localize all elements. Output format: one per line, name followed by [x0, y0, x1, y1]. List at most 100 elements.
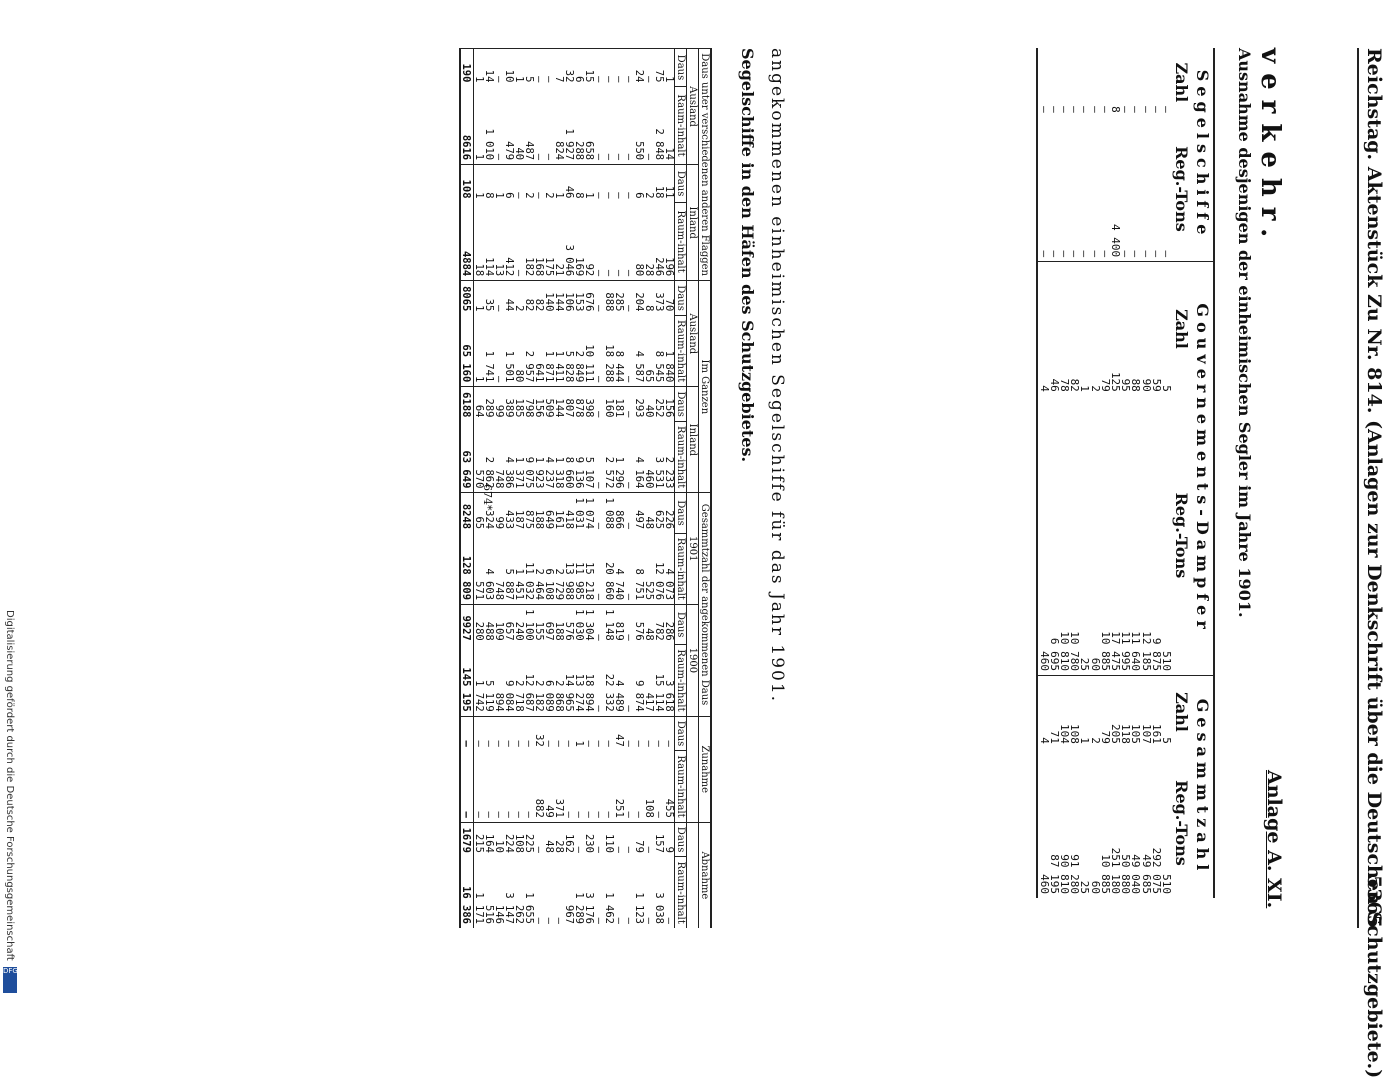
table-cell: 9 075	[523, 456, 535, 489]
table-cell: 48	[543, 822, 555, 857]
table-cell: —	[533, 48, 545, 87]
table-cell: 46	[563, 164, 575, 203]
table-cell: 12 687	[523, 673, 535, 712]
table-cell: 64	[473, 386, 485, 422]
table-cell: 140	[543, 280, 555, 316]
table-cell: 1 171	[473, 892, 485, 924]
table-cell: 2 848	[653, 128, 665, 161]
table-cell: 32	[533, 716, 545, 751]
table-cell: 156	[663, 386, 675, 422]
table-row: 75 2 848 18 246 373 8 545 252 3 531 625 12 076 782…	[653, 48, 665, 929]
table-cell: —	[553, 917, 565, 924]
table-cell: —	[1037, 106, 1051, 113]
sub-header-empty	[686, 822, 699, 928]
table-cell: 18 288	[603, 344, 615, 383]
table-cell: 819	[613, 604, 625, 645]
table-row: 1 14 11 196 70 1 840 156 2 233 226 4 073 286 3 618 —…	[663, 48, 675, 929]
table-cell: —	[533, 917, 545, 924]
table-cell: 289	[483, 386, 495, 422]
table-cell: 888	[603, 280, 615, 316]
table-cell: 188	[533, 492, 545, 534]
table-cell: 108	[643, 798, 655, 818]
page-header: Reichstag. Aktenstück Zu Nr. 814. (Anlag…	[1363, 48, 1385, 1078]
table-cell: 20 860	[603, 562, 615, 601]
col-header: Daus	[674, 716, 687, 751]
table-cell: —	[1139, 250, 1153, 258]
table-cell: 82	[523, 280, 535, 316]
table-row: — —95 11 995 118 50 880	[1119, 48, 1132, 898]
table-cell: —	[663, 716, 675, 751]
table-cell: 1 030	[573, 604, 585, 645]
table-cell: 125	[1109, 261, 1122, 396]
table-cell: 40	[643, 386, 655, 422]
table-cell: 1 296	[613, 456, 625, 489]
table-cell: 5	[1160, 261, 1173, 396]
table-cell: —	[593, 153, 605, 161]
table-cell: —	[623, 48, 635, 87]
table-cell: —	[493, 716, 505, 751]
group-header-total: Im Ganzen	[698, 280, 711, 493]
table-cell: —	[623, 164, 635, 203]
table-cell: 516	[483, 905, 495, 924]
table-cell: —	[573, 811, 585, 818]
table-cell: 1	[553, 164, 565, 203]
table-cell: 156	[533, 386, 545, 422]
header-title: Aktenstück Zu Nr. 814. (Anlagen zur Denk…	[1363, 166, 1385, 1078]
table-cell: 398	[583, 386, 595, 422]
totals-row: 190 8616 108 4884 8065 65 160 6188 63 649 8248 12…	[460, 48, 474, 928]
table-cell: 7	[553, 48, 565, 87]
table-cell: 70	[663, 280, 675, 316]
table-cell: 18 894	[583, 673, 595, 712]
table-cell: 4	[1037, 675, 1051, 748]
table-cell: —	[653, 811, 665, 818]
table-cell: 78	[1058, 261, 1071, 396]
col-header: Reg.-Tons	[1172, 146, 1191, 232]
table-cell: —	[603, 48, 615, 87]
table-cell: 9	[663, 822, 675, 857]
table-cell: 487	[523, 141, 535, 161]
total-cell: 128 809	[460, 533, 474, 605]
table-cell: 13	[493, 263, 505, 277]
rotated-document-page: Reichstag. Aktenstück Zu Nr. 814. (Anlag…	[459, 48, 1385, 1078]
table-cell: —	[593, 811, 605, 818]
table-cell: 4 603	[483, 568, 495, 601]
total-cell: —	[460, 750, 474, 823]
table-cell: 4 073	[663, 568, 675, 601]
table-cell: 5 887	[503, 568, 515, 601]
group-header-foreign-flags: Daus unter verschiedenen anderen Flaggen	[698, 48, 711, 281]
table-cell: —	[483, 811, 495, 818]
table-row: — —2 28 8 65 40 460 48 525 48 417—108— —	[643, 48, 655, 929]
table-cell: —	[493, 48, 505, 87]
sub-header-empty	[686, 716, 699, 823]
table-cell: —	[603, 164, 615, 203]
table-cell: 1 100	[523, 604, 535, 645]
table-cell: —	[583, 716, 595, 751]
table-cell: 1 923	[533, 456, 545, 489]
table-cell: 13 988	[563, 562, 575, 601]
table-cell: 224	[503, 822, 515, 857]
table-cell: 10 885	[1098, 854, 1112, 894]
table-cell: —	[513, 716, 525, 751]
table-cell: 160	[603, 386, 615, 422]
table-cell: —	[543, 48, 555, 87]
col-header: Raum-inhalt	[674, 86, 687, 165]
table-row: — —5 510 5 510	[1160, 48, 1173, 898]
table-cell: —	[493, 811, 505, 818]
table-cell: 293	[633, 386, 645, 422]
table-row: 1 40— —2 80 185 1 371 187 1 451 240 2 718— —108 262	[513, 48, 525, 929]
table-cell: 10	[493, 822, 505, 857]
table-cell: 1 074	[583, 492, 595, 534]
header-rule	[1357, 48, 1359, 928]
table-row: 15 658 1 92 676 10 111 398 5 107 1 074 15 218 1 30…	[583, 48, 595, 929]
total-cell: 16 386	[460, 856, 474, 928]
table-row: — —1 13— —99 748 99 748 109 894— —10 146	[493, 48, 505, 929]
table-row: — — — — 888 18 288 160 2 572 1 088 20 860 1 148 22 …	[603, 48, 615, 929]
table-cell: 1	[573, 716, 585, 751]
total-cell: 108	[460, 164, 474, 203]
total-cell: 190	[460, 48, 474, 87]
table-cell: 1 840	[663, 350, 675, 383]
sub-header: Inland	[686, 386, 699, 493]
col-header: Daus	[674, 822, 687, 857]
table-cell: 3 046	[563, 244, 575, 277]
table-cell: 181	[613, 386, 625, 422]
